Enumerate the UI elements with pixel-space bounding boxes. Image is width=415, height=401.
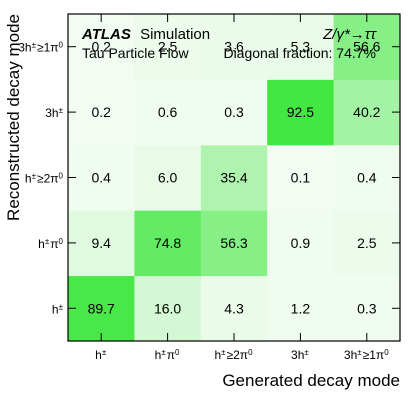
heatmap-cell-1-3	[267, 210, 335, 277]
cell-value-0-4: 0.3	[357, 300, 377, 316]
x-tick-label-hpmpi0: h± π0	[155, 348, 181, 363]
cell-value-0-1: 16.0	[154, 300, 181, 316]
x-tick-labels: h± h± π0 h± ≥2π0 3h± 3h± ≥1π0	[95, 348, 390, 363]
heatmap-cell-1-4	[333, 210, 401, 277]
y-tick-label-3hpm: 3h±	[45, 106, 64, 121]
heatmap-cell-0-4	[333, 275, 401, 342]
heatmap-cell-2-3	[267, 144, 335, 211]
cell-value-1-1: 74.8	[154, 235, 181, 251]
heatmap-cell-2-2	[200, 144, 268, 211]
x-tick-label-hpmge2pi0: h± ≥2π0	[214, 348, 253, 363]
y-tick-label-hpm: h±	[52, 302, 64, 317]
subtitle: Tau Particle Flow	[82, 45, 189, 61]
atlas-label: ATLAS Simulation	[81, 26, 210, 43]
cell-value-3-2: 0.3	[224, 104, 244, 120]
cell-value-labels: 89.7 16.0 4.3 1.2 0.3 9.4 74.8 56.3 0.9 2.5 0.4 6.0…	[88, 39, 381, 317]
x-axis-title: Generated decay mode	[222, 371, 400, 390]
x-tick-label-3hpmge1pi0: 3h± ≥1π0	[344, 348, 390, 363]
axis-ticks	[68, 14, 400, 341]
cell-value-1-4: 2.5	[357, 235, 377, 251]
heatmap-cell-1-0	[68, 210, 135, 277]
heatmap-cell-1-2	[200, 210, 268, 277]
cell-value-0-2: 4.3	[224, 300, 244, 316]
heatmap-cell-4-0	[68, 14, 135, 80]
heatmap-cell-2-1	[134, 144, 202, 211]
y-tick-label-hpmpi0: h± π0	[38, 236, 64, 251]
atlas-logo-text: ATLAS	[81, 26, 131, 43]
heatmap-cells	[68, 14, 401, 342]
cell-value-4-2: 3.6	[224, 39, 244, 55]
heatmap-cell-4-4	[333, 14, 401, 80]
heatmap-cell-3-3	[267, 79, 335, 146]
y-axis-title: Reconstructed decay mode	[4, 14, 23, 221]
heatmap-cell-3-2	[200, 79, 268, 146]
heatmap-cell-0-2	[200, 275, 268, 342]
cell-value-2-3: 0.1	[291, 170, 311, 186]
y-tick-labels: h± h± π0 h± ≥2π0 3h± 3h± ≥1π0	[18, 40, 64, 317]
heatmap-cell-0-1	[134, 275, 202, 342]
x-tick-label-3hpm: 3h±	[291, 348, 310, 363]
cell-value-3-4: 40.2	[353, 104, 380, 120]
process-label: Z/γ*→ττ	[322, 26, 377, 43]
heatmap-cell-3-0	[68, 79, 135, 146]
heatmap-cell-4-1	[134, 14, 202, 80]
x-tick-label-hpm: h±	[95, 348, 107, 363]
cell-value-2-1: 6.0	[158, 170, 178, 186]
heatmap-cell-0-0	[68, 275, 135, 342]
heatmap-cell-4-2	[200, 14, 268, 80]
cell-value-3-1: 0.6	[158, 104, 178, 120]
cell-value-2-0: 0.4	[91, 170, 111, 186]
heatmap-cell-4-3	[267, 14, 335, 80]
cell-value-1-2: 56.3	[220, 235, 247, 251]
cell-value-1-3: 0.9	[291, 235, 311, 251]
heatmap-cell-0-3	[267, 275, 335, 342]
cell-value-4-1: 2.5	[158, 39, 178, 55]
atlas-simulation-text: Simulation	[140, 26, 210, 43]
cell-value-4-4: 56.6	[353, 39, 380, 55]
y-tick-label-hpmge2pi0: h± ≥2π0	[25, 171, 64, 186]
cell-value-0-3: 1.2	[291, 300, 311, 316]
cell-value-2-2: 35.4	[220, 170, 247, 186]
cell-value-1-0: 9.4	[91, 235, 111, 251]
cell-value-4-3: 5.3	[291, 39, 311, 55]
heatmap-cell-3-4	[333, 79, 401, 146]
heatmap-cell-2-4	[333, 144, 401, 211]
heatmap-cell-3-1	[134, 79, 202, 146]
cell-value-0-0: 89.7	[88, 300, 115, 316]
diagonal-fraction-annotation: Diagonal fraction: 74.7%	[223, 45, 376, 61]
heatmap-cell-2-0	[68, 144, 135, 211]
y-tick-label-3hpmge1pi0: 3h± ≥1π0	[18, 40, 64, 55]
cell-value-2-4: 0.4	[357, 170, 377, 186]
heatmap-cell-1-1	[134, 210, 202, 277]
cell-value-3-0: 0.2	[91, 104, 111, 120]
cell-value-3-3: 92.5	[287, 104, 314, 120]
cell-value-4-0: 0.2	[91, 39, 111, 55]
